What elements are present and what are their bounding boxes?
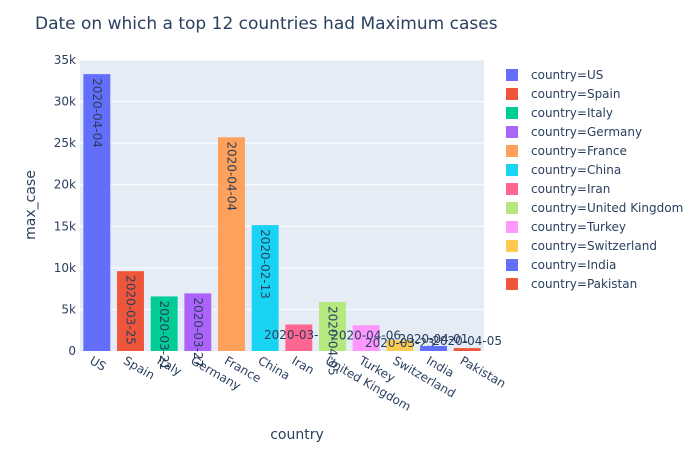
bar-date-label: 2020-02-13 (258, 229, 272, 299)
bar[interactable] (218, 137, 245, 351)
legend-swatch (506, 88, 518, 100)
legend-item[interactable]: country=US (506, 68, 603, 82)
legend: country=US country=Spain country=Italy coun… (506, 68, 683, 291)
legend-swatch (506, 69, 518, 81)
bar-date-label: 2020-03-23 (365, 336, 435, 350)
legend-item[interactable]: country=Turkey (506, 220, 626, 234)
legend-label: country=Pakistan (531, 277, 637, 291)
legend-label: country=India (531, 258, 616, 272)
legend-swatch (506, 107, 518, 119)
legend-item[interactable]: country=Italy (506, 106, 613, 120)
bar[interactable] (150, 296, 178, 351)
bar-date-label: 2020-03-25 (124, 275, 138, 345)
chart-title: Date on which a top 12 countries had Max… (35, 14, 498, 34)
legend-item[interactable]: country=China (506, 163, 621, 177)
y-tick-label: 10k (54, 261, 76, 275)
bar-date-label: 2020-04-06 (331, 329, 401, 343)
legend-label: country=United Kingdom (531, 201, 683, 215)
legend-label: country=Turkey (531, 220, 626, 234)
legend-swatch (506, 183, 518, 195)
y-tick-label: 15k (54, 219, 76, 233)
legend-item[interactable]: country=Iran (506, 182, 610, 196)
y-tick-label: 30k (54, 95, 76, 109)
bars: 2020-04-04 2020-03-25 2020-03-21 2020-03-27… (83, 74, 502, 376)
legend-label: country=China (531, 163, 621, 177)
bar-date-label: 2020-03-21 (157, 300, 171, 370)
bar[interactable] (117, 271, 144, 351)
bar-date-label: 2020-04-04 (225, 141, 239, 211)
bar[interactable] (453, 348, 481, 351)
x-axis-title: country (270, 427, 324, 443)
legend-label: country=Iran (531, 182, 610, 196)
legend-swatch (506, 202, 518, 214)
legend-label: country=Germany (531, 125, 642, 139)
bar[interactable] (251, 225, 279, 351)
bar[interactable] (83, 74, 111, 352)
y-tick-label: 35k (54, 53, 76, 67)
bar-date-label: 2020-04-01 (399, 332, 469, 346)
y-tick-label: 25k (54, 136, 76, 150)
legend-swatch (506, 126, 518, 138)
legend-swatch (506, 221, 518, 233)
y-tick-label: 20k (54, 178, 76, 192)
bar[interactable] (285, 324, 313, 351)
legend-item[interactable]: country=United Kingdom (506, 201, 683, 215)
bar[interactable] (420, 346, 447, 351)
legend-item[interactable]: country=Spain (506, 87, 620, 101)
legend-swatch (506, 240, 518, 252)
gridlines (80, 59, 484, 310)
bar-date-label: 2020-04-05 (432, 334, 502, 348)
bar[interactable] (319, 301, 346, 351)
legend-label: country=Italy (531, 106, 613, 120)
legend-label: country=US (531, 68, 603, 82)
bar[interactable] (184, 293, 212, 351)
legend-item[interactable]: country=Switzerland (506, 239, 657, 253)
legend-swatch (506, 259, 518, 271)
legend-item[interactable]: country=Germany (506, 125, 642, 139)
legend-label: country=Switzerland (531, 239, 657, 253)
y-tick-label: 5k (61, 302, 76, 316)
legend-swatch (506, 164, 518, 176)
legend-label: country=Spain (531, 87, 620, 101)
bar-date-label: 2020-04-05 (326, 306, 340, 376)
bar-date-label: 2020-03-30 (264, 328, 334, 342)
y-axis-ticks: 0 5k 10k 15k 20k 25k 30k 35k (54, 53, 76, 358)
legend-label: country=France (531, 144, 627, 158)
legend-item[interactable]: country=India (506, 258, 616, 272)
plot-area (80, 60, 484, 351)
legend-item[interactable]: country=France (506, 144, 627, 158)
legend-swatch (506, 278, 518, 290)
bar-date-label: 2020-04-04 (90, 78, 104, 148)
bar-date-label: 2020-03-27 (191, 297, 205, 367)
legend-swatch (506, 145, 518, 157)
bar[interactable] (386, 340, 414, 351)
y-axis-title: max_case (23, 170, 39, 240)
legend-item[interactable]: country=Pakistan (506, 277, 637, 291)
y-tick-label: 0 (68, 344, 76, 358)
bar[interactable] (352, 325, 380, 351)
